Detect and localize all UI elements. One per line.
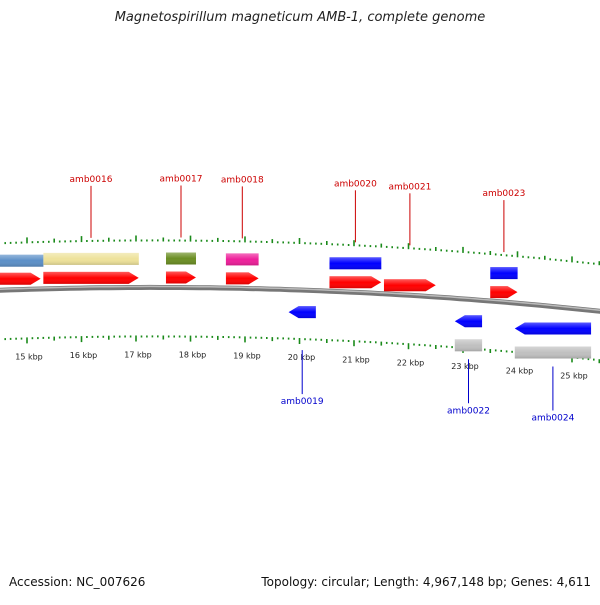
gene-label-amb0021: amb0021 [388,182,431,192]
gene-label-amb0017: amb0017 [160,175,203,185]
axis-tick-label: 16 kbp [70,351,98,360]
feature-block-shading [0,254,44,267]
gene-arrow-amb0019-shading [288,306,316,319]
axis-tick-label: 24 kbp [506,367,534,376]
gene-arrow-amb0016-shading [43,271,139,284]
genome-backbone [0,284,600,314]
gene-arrow-amb0017-shading [165,271,196,284]
feature-block-shading [166,252,196,265]
feature-block-shading [514,346,592,359]
genome-backbone-highlight [0,285,600,312]
gene-arrow-amb0018-shading [225,272,259,285]
gene-arrow-amb0022-shading [454,315,483,328]
gene-label-amb0020: amb0020 [334,179,377,189]
feature-block-shading [454,339,483,352]
axis-tick-label: 21 kbp [342,355,370,364]
feature-block-shading [225,253,259,266]
gene-label-amb0016: amb0016 [70,175,113,185]
feature-block-shading [490,267,518,280]
genome-summary-text: Topology: circular; Length: 4,967,148 bp… [261,575,591,589]
accession-text: Accession: NC_007626 [9,575,146,589]
gene-arrow-amb0023-shading [490,286,518,299]
axis-tick-label: 20 kbp [288,353,316,362]
axis-tick-label: 18 kbp [179,351,207,360]
gene-arrow-amb0024-shading [514,322,592,335]
gene-arrow-amb0021-shading [383,279,436,292]
map-title: Magnetospirillum magneticum AMB-1, compl… [114,10,486,25]
axis-tick-label: 19 kbp [233,352,261,361]
gene-label-amb0019: amb0019 [281,397,324,407]
axis-tick-label: 22 kbp [397,358,425,367]
axis-tick-label: 15 kbp [15,352,43,361]
cds-arrow-shading [0,272,41,285]
gene-label-amb0024: amb0024 [531,414,574,424]
gene-label-amb0018: amb0018 [221,175,264,185]
gene-label-amb0022: amb0022 [447,406,490,416]
axis-tick-label: 23 kbp [451,362,479,371]
feature-block-shading [43,252,139,265]
feature-block-shading [329,257,382,270]
axis-tick-label: 25 kbp [560,372,588,381]
gene-label-amb0023: amb0023 [482,189,525,199]
axis-tick-label: 17 kbp [124,351,152,360]
gene-arrow-amb0020-shading [329,276,382,289]
